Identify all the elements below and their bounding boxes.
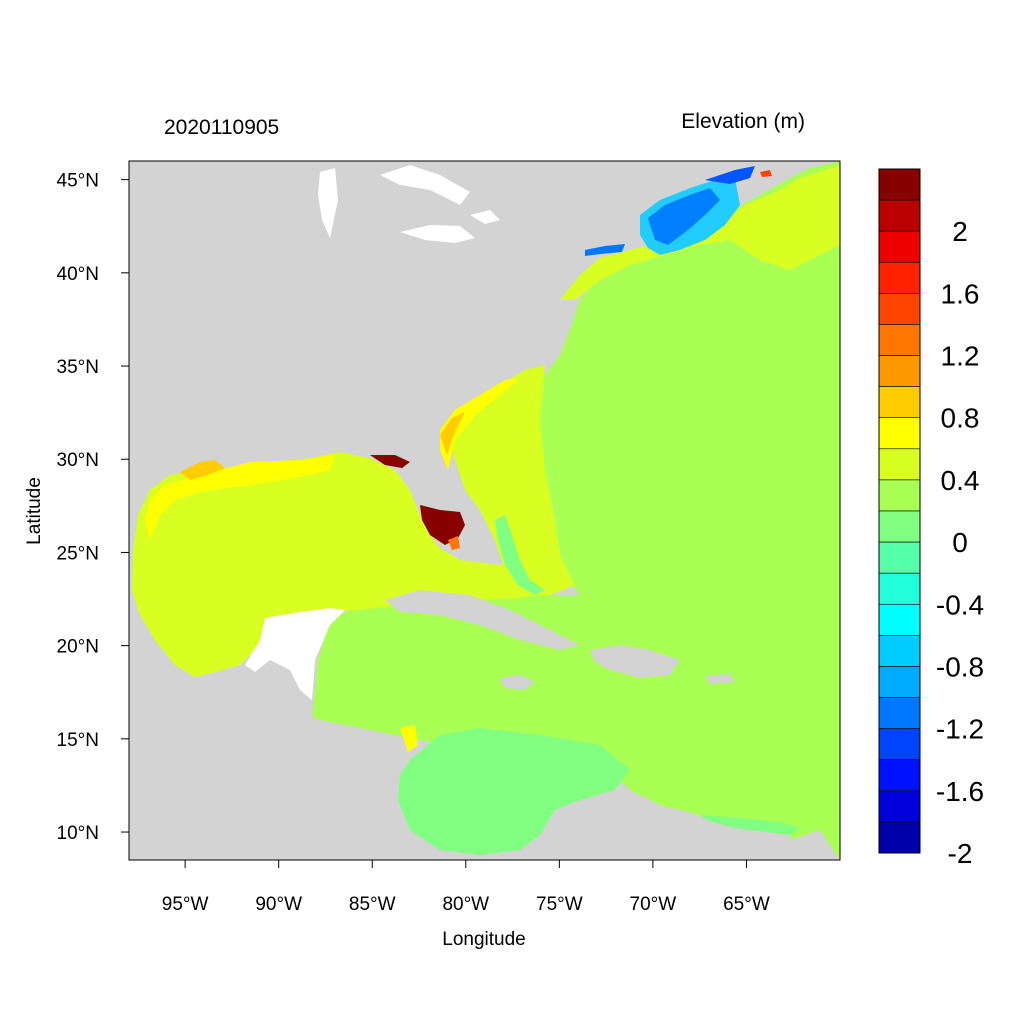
colorbar-label: -1.6 bbox=[936, 776, 984, 807]
colorbar-bin bbox=[878, 728, 921, 761]
colorbar-bin bbox=[878, 541, 921, 574]
colorbar-bin bbox=[878, 697, 921, 729]
lat-tick-label: 15°N bbox=[57, 730, 99, 751]
gulf-coast-surge bbox=[145, 455, 335, 540]
atlantic-ocean bbox=[312, 161, 840, 860]
date-label: 2020110905 bbox=[164, 116, 279, 139]
great-lakes bbox=[318, 165, 500, 243]
puerto-rico-island bbox=[705, 674, 735, 684]
colorbar-bin bbox=[878, 790, 921, 823]
mexico-yucatan-coast bbox=[245, 608, 345, 700]
lon-tick-label: 85°W bbox=[349, 894, 396, 915]
colorbar-label: -1.2 bbox=[936, 714, 984, 745]
variable-title: Elevation (m) bbox=[681, 110, 805, 133]
colorbar-bin bbox=[878, 821, 921, 854]
colorbar-outline bbox=[878, 168, 921, 854]
colorbar-bin bbox=[878, 293, 921, 325]
colorbar-label: 2 bbox=[952, 216, 968, 247]
colorbar-label: -2 bbox=[948, 838, 973, 869]
gulf-of-maine-negative-3 bbox=[705, 166, 755, 184]
x-axis-label: Longitude bbox=[442, 929, 525, 950]
lat-tick-label: 25°N bbox=[57, 543, 99, 564]
honduras-coast-surge bbox=[400, 725, 418, 752]
gulf-coast-surge-2 bbox=[180, 460, 225, 480]
central-america bbox=[129, 700, 440, 860]
colorbar-bin bbox=[878, 479, 921, 512]
florida-south-high bbox=[420, 505, 465, 545]
colorbar: 2 1.6 1.2 0.8 0.4 0 -0.4 -0.8 -1.2 -1.6 -2 bbox=[878, 168, 984, 869]
lon-tick-label: 65°W bbox=[723, 894, 770, 915]
colorbar-label: 0 bbox=[952, 527, 968, 558]
south-america-north bbox=[540, 800, 840, 860]
long-island-sound-negative bbox=[585, 244, 625, 256]
big-bend-high bbox=[370, 455, 410, 468]
lat-tick-label: 20°N bbox=[57, 637, 99, 658]
jamaica-island bbox=[500, 675, 535, 690]
colorbar-bin bbox=[878, 603, 921, 636]
northeast-coastal-band bbox=[560, 165, 840, 300]
colorbar-label: 0.4 bbox=[941, 465, 980, 496]
colorbar-label: 0.8 bbox=[941, 403, 980, 434]
lat-tick-label: 40°N bbox=[57, 264, 99, 285]
gulf-of-maine-negative-2 bbox=[648, 188, 720, 245]
colorbar-label: -0.4 bbox=[936, 589, 984, 620]
map-panel bbox=[129, 161, 840, 860]
colorbar-label: 1.2 bbox=[941, 341, 980, 372]
se-us-coastal-surge-orange bbox=[440, 412, 465, 455]
cuba-island bbox=[385, 590, 580, 650]
venezuela-coast-negative bbox=[700, 815, 800, 835]
florida-atlantic-band bbox=[445, 365, 575, 595]
colorbar-label: 1.6 bbox=[941, 278, 980, 309]
colorbar-bin bbox=[878, 666, 921, 698]
colorbar-bin bbox=[878, 759, 921, 792]
lon-tick-label: 90°W bbox=[255, 894, 302, 915]
lat-tick-label: 35°N bbox=[57, 357, 99, 378]
latitude-axis: 45°N 40°N 35°N 30°N 25°N 20°N 15°N 10°N bbox=[57, 171, 129, 844]
gulf-of-mexico bbox=[132, 452, 565, 677]
hispaniola-island bbox=[590, 645, 680, 678]
colorbar-bin bbox=[878, 386, 921, 419]
colorbar-bin bbox=[878, 168, 921, 201]
lon-tick-label: 95°W bbox=[162, 894, 209, 915]
colorbar-bin bbox=[878, 510, 921, 543]
colorbar-bin bbox=[878, 448, 921, 481]
map-frame bbox=[128, 160, 841, 861]
y-axis-label: Latitude bbox=[24, 477, 45, 545]
longitude-axis: 95°W 90°W 85°W 80°W 75°W 70°W 65°W bbox=[162, 860, 770, 915]
lat-tick-label: 10°N bbox=[57, 823, 99, 844]
lat-tick-label: 30°N bbox=[57, 450, 99, 471]
lat-tick-label: 45°N bbox=[57, 171, 99, 192]
colorbar-bin bbox=[878, 199, 921, 232]
colorbar-bin bbox=[878, 635, 921, 667]
colorbar-label: -0.8 bbox=[936, 651, 984, 682]
colorbar-bin bbox=[878, 417, 921, 450]
colorbar-bin bbox=[878, 355, 921, 387]
caribbean-sw-negative bbox=[398, 728, 630, 855]
lon-tick-label: 70°W bbox=[630, 894, 677, 915]
nova-scotia-orange bbox=[760, 170, 772, 177]
colorbar-bin bbox=[878, 324, 921, 356]
colorbar-bin bbox=[878, 230, 921, 263]
florida-keys-orange bbox=[448, 536, 460, 550]
lon-tick-label: 75°W bbox=[536, 894, 583, 915]
colorbar-bin bbox=[878, 261, 921, 294]
lon-tick-label: 80°W bbox=[442, 894, 489, 915]
colorbar-bin bbox=[878, 572, 921, 605]
bahamas-banks bbox=[495, 515, 545, 595]
